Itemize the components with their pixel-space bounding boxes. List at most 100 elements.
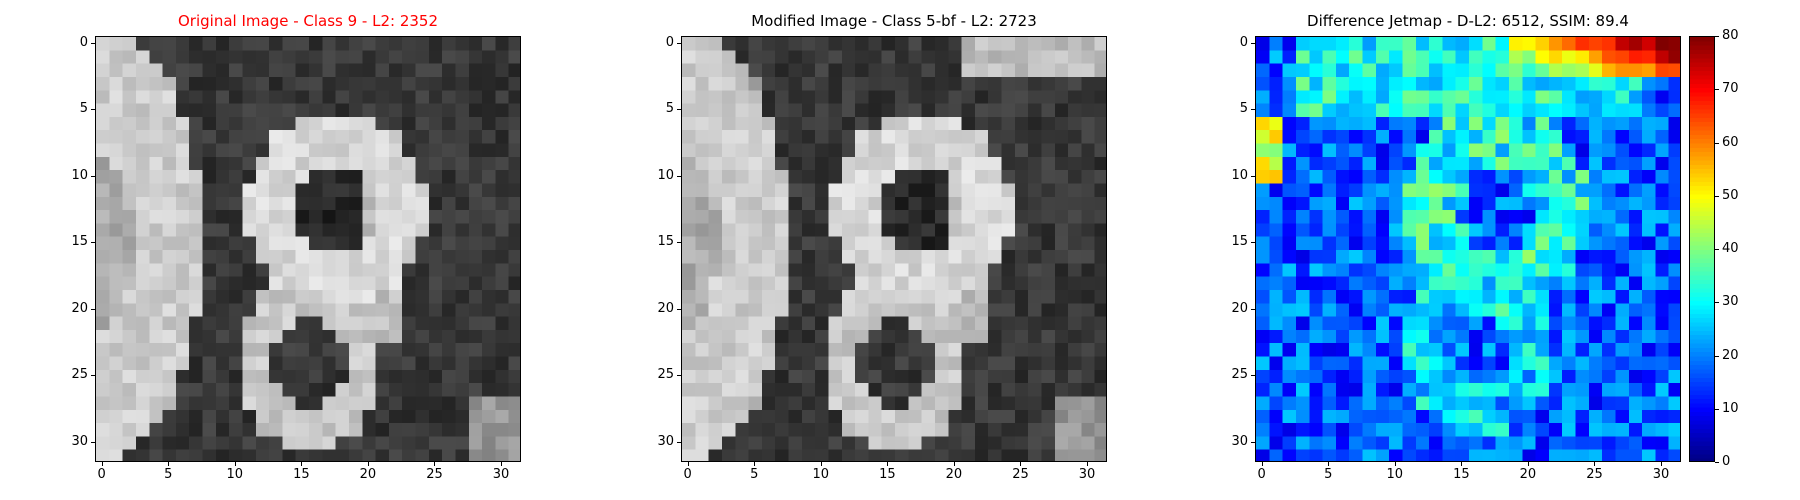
pixel-cell xyxy=(855,423,869,437)
pixel-cell xyxy=(974,210,989,224)
pixel-cell xyxy=(442,316,456,331)
pixel-cell xyxy=(1295,210,1310,224)
pixel-cell xyxy=(482,423,496,437)
pixel-cell xyxy=(1054,436,1069,450)
pixel-cell xyxy=(841,37,856,51)
pixel-cell xyxy=(1442,76,1456,91)
pixel-cell xyxy=(1455,170,1470,184)
pixel-cell xyxy=(1269,143,1283,158)
pixel-cell xyxy=(269,250,283,264)
pixel-cell xyxy=(482,303,496,317)
pixel-cell xyxy=(1362,396,1377,411)
pixel-cell xyxy=(508,76,520,91)
pixel-cell xyxy=(1415,329,1430,344)
pixel-cell xyxy=(868,383,882,397)
pixel-cell xyxy=(948,250,962,264)
pixel-cell xyxy=(801,236,816,251)
pixel-cell xyxy=(122,90,137,104)
pixel-cell xyxy=(1615,423,1630,437)
pixel-cell xyxy=(388,369,403,384)
pixel-cell xyxy=(934,356,949,371)
pixel-cell xyxy=(1349,303,1363,317)
pixel-cell xyxy=(788,423,803,437)
pixel-cell xyxy=(215,423,230,437)
pixel-cell xyxy=(1495,409,1510,424)
pixel-cell xyxy=(149,449,163,461)
pixel-cell xyxy=(1028,223,1042,237)
pixel-cell xyxy=(1402,383,1417,397)
pixel-cell xyxy=(1256,223,1270,237)
pixel-cell xyxy=(255,263,270,277)
pixel-cell xyxy=(841,423,856,437)
pixel-cell xyxy=(1054,170,1069,184)
pixel-cell xyxy=(1054,196,1069,211)
pixel-cell xyxy=(708,210,723,224)
x-tick-label: 10 xyxy=(1386,467,1404,482)
pixel-cell xyxy=(1322,196,1337,211)
pixel-cell xyxy=(1269,289,1283,304)
pixel-cell xyxy=(162,329,177,344)
pixel-cell xyxy=(1322,37,1337,51)
pixel-cell xyxy=(175,90,190,104)
pixel-cell xyxy=(162,316,177,331)
pixel-cell xyxy=(974,183,989,198)
pixel-cell xyxy=(1642,143,1656,158)
pixel-cell xyxy=(682,436,696,450)
pixel-cell xyxy=(428,383,443,397)
pixel-cell xyxy=(202,236,217,251)
pixel-cell xyxy=(508,37,520,51)
pixel-cell xyxy=(948,396,962,411)
pixel-cell xyxy=(1562,236,1576,251)
pixel-cell xyxy=(269,156,283,171)
pixel-cell xyxy=(309,289,323,304)
pixel-cell xyxy=(1014,369,1029,384)
pixel-cell xyxy=(895,436,909,450)
pixel-cell xyxy=(1455,409,1470,424)
pixel-cell xyxy=(708,276,723,291)
pixel-cell xyxy=(1362,143,1377,158)
pixel-cell xyxy=(215,263,230,277)
pixel-cell xyxy=(242,143,257,158)
pixel-cell xyxy=(761,50,776,64)
colorbar-segment xyxy=(1690,105,1714,110)
pixel-cell xyxy=(1269,356,1283,371)
pixel-cell xyxy=(708,103,723,118)
pixel-cell xyxy=(109,343,123,357)
pixel-cell xyxy=(415,289,430,304)
pixel-cell xyxy=(1335,303,1350,317)
pixel-cell xyxy=(508,316,520,331)
colorbar-segment xyxy=(1690,79,1714,85)
pixel-cell xyxy=(1562,116,1576,131)
pixel-cell xyxy=(428,250,443,264)
pixel-cell xyxy=(1575,130,1590,144)
pixel-cell xyxy=(735,116,749,131)
pixel-cell xyxy=(415,143,430,158)
pixel-cell xyxy=(961,223,976,237)
pixel-cell xyxy=(415,103,430,118)
pixel-cell xyxy=(841,63,856,78)
pixel-cell xyxy=(1615,170,1630,184)
pixel-cell xyxy=(1362,183,1377,198)
pixel-cell xyxy=(309,396,323,411)
pixel-cell xyxy=(1335,236,1350,251)
pixel-cell xyxy=(855,50,869,64)
pixel-cell xyxy=(322,116,336,131)
pixel-cell xyxy=(1282,103,1297,118)
pixel-cell xyxy=(1054,263,1069,277)
x-tick-label: 30 xyxy=(1652,467,1670,482)
pixel-cell xyxy=(149,383,163,397)
pixel-cell xyxy=(855,383,869,397)
pixel-cell xyxy=(1375,449,1390,461)
pixel-cell xyxy=(761,90,776,104)
pixel-cell xyxy=(841,383,856,397)
pixel-cell xyxy=(934,289,949,304)
pixel-cell xyxy=(1562,143,1576,158)
pixel-cell xyxy=(215,343,230,357)
pixel-cell xyxy=(282,76,296,91)
pixel-cell xyxy=(1655,183,1669,198)
pixel-cell xyxy=(775,436,789,450)
pixel-cell xyxy=(1375,116,1390,131)
pixel-cell xyxy=(1081,276,1095,291)
pixel-cell xyxy=(415,183,430,198)
pixel-cell xyxy=(282,210,296,224)
